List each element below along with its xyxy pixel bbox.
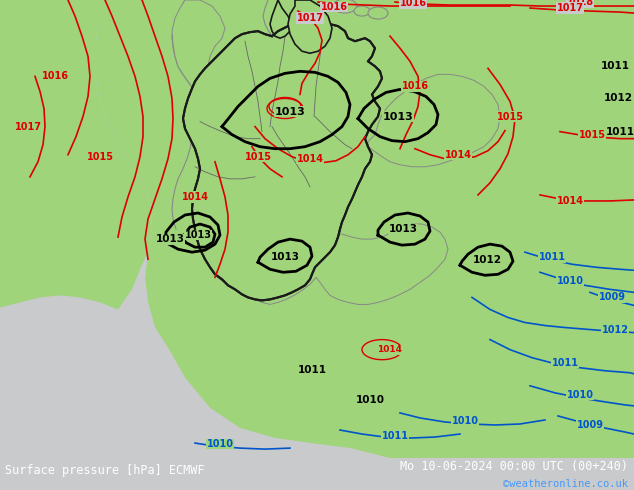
Text: 1012: 1012	[472, 255, 501, 265]
Text: 1014: 1014	[444, 150, 472, 160]
Text: 1015: 1015	[496, 112, 524, 122]
Text: 1009: 1009	[598, 293, 626, 302]
Ellipse shape	[368, 7, 388, 19]
Polygon shape	[0, 0, 152, 310]
Polygon shape	[0, 126, 65, 227]
Text: 1017: 1017	[297, 13, 323, 23]
Text: 1017: 1017	[557, 3, 583, 13]
Text: 1011: 1011	[605, 126, 634, 137]
Text: 1016: 1016	[41, 72, 68, 81]
Text: 1015: 1015	[86, 152, 113, 162]
Polygon shape	[210, 224, 448, 304]
Text: 1016: 1016	[399, 0, 427, 8]
Polygon shape	[0, 257, 105, 448]
Text: 1013: 1013	[184, 230, 212, 240]
Text: 1011: 1011	[538, 252, 566, 262]
Text: 1014: 1014	[181, 192, 209, 202]
Text: 1010: 1010	[356, 395, 384, 405]
Text: Mo 10-06-2024 00:00 UTC (00+240): Mo 10-06-2024 00:00 UTC (00+240)	[399, 460, 628, 473]
Text: 1013: 1013	[275, 106, 306, 117]
Text: 1011: 1011	[382, 431, 408, 441]
Text: 1011: 1011	[297, 365, 327, 375]
Polygon shape	[95, 0, 634, 458]
Text: 1014: 1014	[377, 345, 403, 354]
Ellipse shape	[354, 6, 370, 16]
Text: 1010: 1010	[557, 276, 583, 286]
Text: 1012: 1012	[602, 324, 628, 335]
Text: 1014: 1014	[297, 154, 323, 164]
Text: 1011: 1011	[600, 61, 630, 72]
Polygon shape	[288, 0, 332, 53]
Text: Surface pressure [hPa] ECMWF: Surface pressure [hPa] ECMWF	[5, 464, 205, 477]
Ellipse shape	[333, 0, 357, 13]
Polygon shape	[172, 0, 225, 108]
Text: 1016: 1016	[321, 2, 347, 12]
Text: 1009: 1009	[576, 420, 604, 430]
Text: 1017: 1017	[15, 122, 41, 132]
Polygon shape	[183, 24, 382, 300]
Polygon shape	[368, 74, 500, 167]
Text: 1011: 1011	[552, 358, 578, 368]
Text: 1018: 1018	[566, 0, 593, 7]
Text: 1010: 1010	[207, 439, 233, 449]
Polygon shape	[0, 0, 390, 458]
Text: 1013: 1013	[383, 112, 413, 122]
Text: 1015: 1015	[578, 130, 605, 140]
Text: 1010: 1010	[567, 390, 593, 400]
Text: ©weatheronline.co.uk: ©weatheronline.co.uk	[503, 479, 628, 490]
Text: 1016: 1016	[401, 81, 429, 92]
Text: 1013: 1013	[389, 224, 418, 234]
Text: 1013: 1013	[271, 252, 299, 262]
Text: 1015: 1015	[245, 152, 271, 162]
Text: 1012: 1012	[604, 94, 633, 103]
Text: 1014: 1014	[557, 196, 583, 206]
Text: 1013: 1013	[155, 234, 184, 244]
Text: 1010: 1010	[451, 416, 479, 426]
